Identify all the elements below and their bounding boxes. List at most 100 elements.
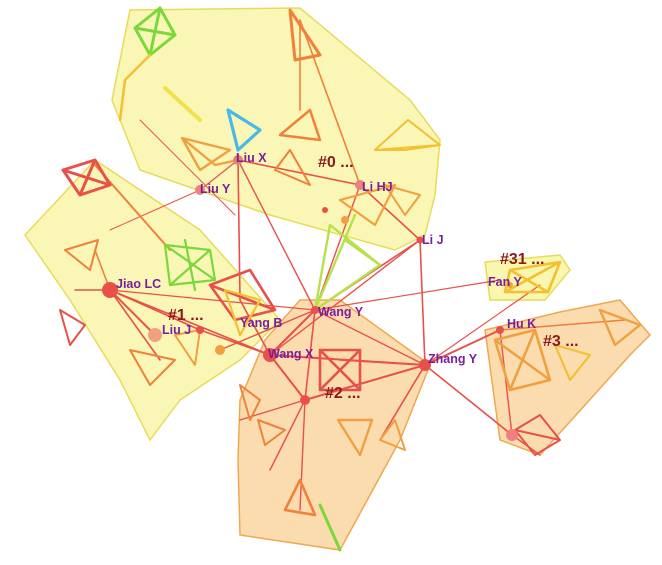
node-jiao-lc[interactable] (102, 282, 118, 298)
node-fan-y[interactable] (507, 282, 513, 288)
node-c2[interactable] (300, 395, 310, 405)
edge (269, 354, 306, 401)
motif (313, 213, 382, 312)
cluster-label-31: #31 ... (500, 251, 544, 268)
author-label-liu-j: Liu J (162, 323, 191, 337)
edge (419, 239, 426, 366)
edge (299, 19, 361, 186)
edge (237, 159, 316, 311)
author-label-fan-y: Fan Y (488, 275, 522, 289)
edge (499, 329, 513, 436)
author-label-hu-k: Hu K (507, 317, 536, 331)
edge (314, 279, 501, 311)
edge (199, 329, 271, 356)
motif (118, 53, 152, 122)
motif (553, 343, 592, 382)
node-yang-b[interactable] (215, 345, 225, 355)
motif (514, 414, 561, 456)
motif (288, 8, 322, 62)
edge (269, 399, 306, 471)
motif (208, 268, 277, 322)
node-wang-x[interactable] (263, 348, 277, 362)
edge (304, 364, 426, 401)
edge (109, 289, 161, 361)
cluster-label-1: #1 ... (168, 307, 204, 324)
cluster-label-0: #0 ... (318, 154, 354, 171)
node-li-j[interactable] (416, 236, 424, 244)
node-zhang-y[interactable] (419, 359, 431, 371)
author-label-li-j: Li J (422, 233, 444, 247)
motif (318, 348, 362, 392)
edge (109, 289, 271, 356)
motif (318, 503, 342, 552)
node-liu-y[interactable] (195, 185, 205, 195)
motif (374, 119, 441, 151)
node-hu-k[interactable] (496, 326, 504, 334)
author-label-wang-y: Wang Y (318, 305, 364, 319)
motif (129, 349, 176, 386)
edge (139, 119, 236, 216)
author-label-liu-x: Liu X (236, 151, 267, 165)
edge (269, 309, 316, 356)
motif (336, 418, 374, 457)
motif (338, 183, 397, 227)
edge (109, 289, 156, 336)
author-label-li-hj: Li HJ (362, 180, 393, 194)
node-small[interactable] (341, 216, 349, 224)
author-label-liu-y: Liu Y (200, 182, 231, 196)
motif (59, 309, 86, 346)
edge (339, 359, 426, 366)
edge (237, 159, 271, 356)
node-small[interactable] (322, 207, 328, 213)
motif (64, 239, 99, 271)
motif (61, 158, 112, 197)
motif (163, 238, 217, 292)
cluster-hull-1 (24, 159, 282, 442)
cluster-motifs (59, 6, 642, 552)
motif (283, 478, 317, 517)
edge (304, 309, 316, 401)
motif (278, 108, 322, 142)
cluster-labels: #0 ... #1 ... #2 ... #3 ... #31 ... (168, 154, 579, 402)
edge (109, 289, 316, 311)
cluster-label-3: #3 ... (543, 333, 579, 350)
author-labels: Liu X Liu Y Li HJ Li J Jiao LC Liu J Yan… (116, 151, 536, 366)
node-c3b[interactable] (506, 429, 518, 441)
edge (109, 189, 201, 231)
author-label-jiao-lc: Jiao LC (116, 277, 161, 291)
edge (424, 364, 513, 436)
author-label-zhang-y: Zhang Y (428, 352, 478, 366)
edge (199, 159, 239, 191)
motif (493, 328, 552, 392)
author-label-yang-b: Yang B (240, 316, 282, 330)
edge (269, 239, 421, 356)
author-label-wang-x: Wang X (268, 347, 314, 361)
edge (424, 284, 541, 366)
edge (109, 289, 201, 331)
motif (163, 86, 202, 122)
node-wang-y[interactable] (311, 306, 319, 314)
edge (314, 309, 426, 366)
edge (424, 329, 501, 366)
node-node-1[interactable] (196, 326, 204, 334)
cluster-label-2: #2 ... (325, 385, 361, 402)
cluster-hull-2 (237, 299, 431, 551)
motif (274, 149, 311, 186)
motif (239, 384, 261, 421)
edge (379, 364, 426, 441)
motif (174, 329, 201, 366)
motif (257, 419, 286, 446)
motif (379, 419, 406, 451)
motif (180, 136, 240, 172)
network-nodes (102, 155, 518, 441)
motif (226, 108, 262, 152)
motif (384, 184, 421, 216)
motif (223, 288, 262, 337)
cluster-hull-3 (484, 299, 652, 456)
motif (598, 308, 642, 347)
node-liu-j[interactable] (148, 328, 162, 342)
node-liu-x[interactable] (233, 155, 243, 165)
node-li-hj[interactable] (355, 180, 365, 190)
edge (299, 399, 306, 511)
